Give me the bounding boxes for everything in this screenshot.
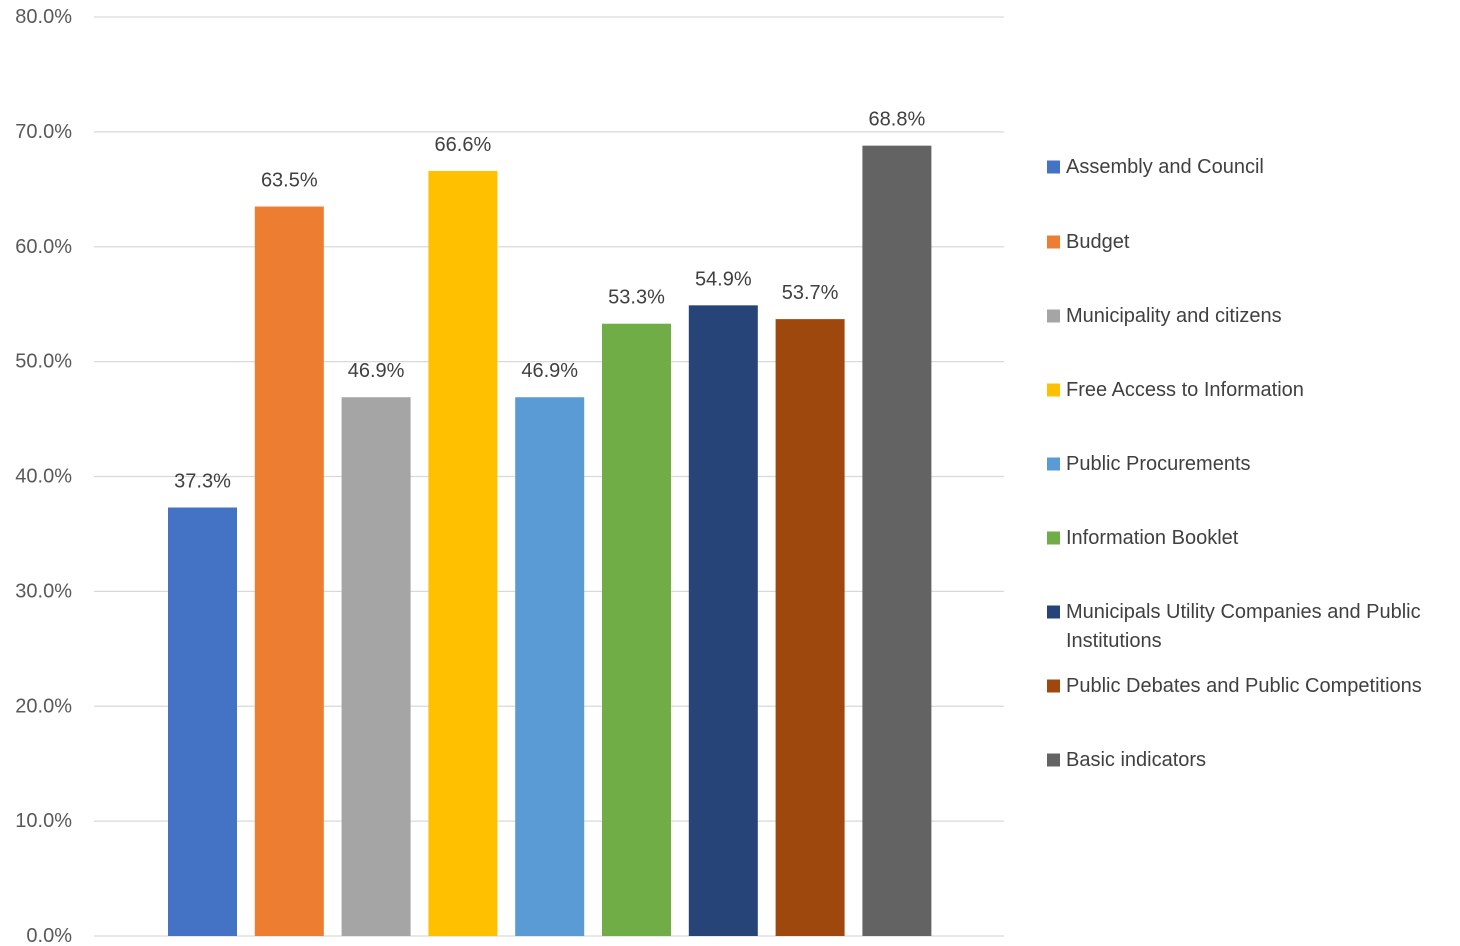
y-tick-label: 50.0%	[15, 351, 72, 373]
y-tick-label: 20.0%	[15, 695, 72, 717]
bars	[168, 145, 932, 937]
legend-swatch	[1047, 160, 1060, 174]
legend-swatch	[1047, 235, 1060, 249]
legend-swatch	[1047, 679, 1060, 693]
bar	[688, 305, 758, 936]
bar	[775, 319, 845, 937]
legend-label: Budget	[1066, 231, 1130, 253]
legend-swatch	[1047, 457, 1060, 471]
legend-label: Municipals Utility Companies and Public I…	[1066, 601, 1421, 652]
bar	[602, 323, 671, 936]
data-label: 63.5%	[261, 170, 318, 192]
legend-label: Municipality and citizens	[1066, 305, 1282, 327]
data-label: 54.9%	[695, 268, 752, 290]
bar	[515, 397, 585, 937]
legend-swatch	[1047, 531, 1060, 545]
y-axis-tick-labels: 0.0% 10.0% 20.0% 30.0% 40.0% 50.0% 60.0% 70.0% 8…	[15, 6, 72, 946]
data-label: 46.9%	[348, 360, 405, 382]
data-label: 53.7%	[782, 282, 839, 304]
data-label: 53.3%	[608, 287, 665, 309]
legend-label: Information Booklet	[1066, 527, 1239, 549]
data-label: 46.9%	[521, 360, 578, 382]
legend-label: Assembly and Council	[1066, 156, 1264, 178]
legend-swatch	[1047, 383, 1060, 397]
bar	[168, 507, 237, 936]
y-tick-label: 30.0%	[15, 580, 72, 602]
bar	[341, 397, 411, 937]
y-tick-label: 0.0%	[26, 925, 72, 946]
legend-label: Basic indicators	[1066, 749, 1206, 771]
data-label: 37.3%	[174, 471, 231, 493]
bar	[428, 170, 498, 936]
legend-label: Free Access to Information	[1066, 379, 1304, 401]
legend-swatch	[1047, 753, 1060, 767]
data-label: 68.8%	[869, 109, 926, 131]
legend-label: Public Debates and Public Competitions	[1066, 675, 1422, 697]
legend-swatch	[1047, 605, 1060, 619]
legend: Assembly and Council Budget Municipality a…	[1047, 156, 1422, 771]
y-tick-label: 60.0%	[15, 236, 72, 258]
y-tick-label: 40.0%	[15, 466, 72, 488]
data-labels: 37.3% 63.5% 46.9% 66.6% 46.9% 53.3% 54.9% 53.7%…	[174, 109, 925, 493]
y-tick-label: 70.0%	[15, 121, 72, 143]
y-tick-label: 80.0%	[15, 6, 72, 28]
bar	[862, 145, 932, 936]
legend-label: Public Procurements	[1066, 453, 1251, 475]
data-label: 66.6%	[435, 134, 492, 156]
y-tick-label: 10.0%	[15, 810, 72, 832]
legend-swatch	[1047, 309, 1060, 323]
bar	[254, 206, 324, 936]
